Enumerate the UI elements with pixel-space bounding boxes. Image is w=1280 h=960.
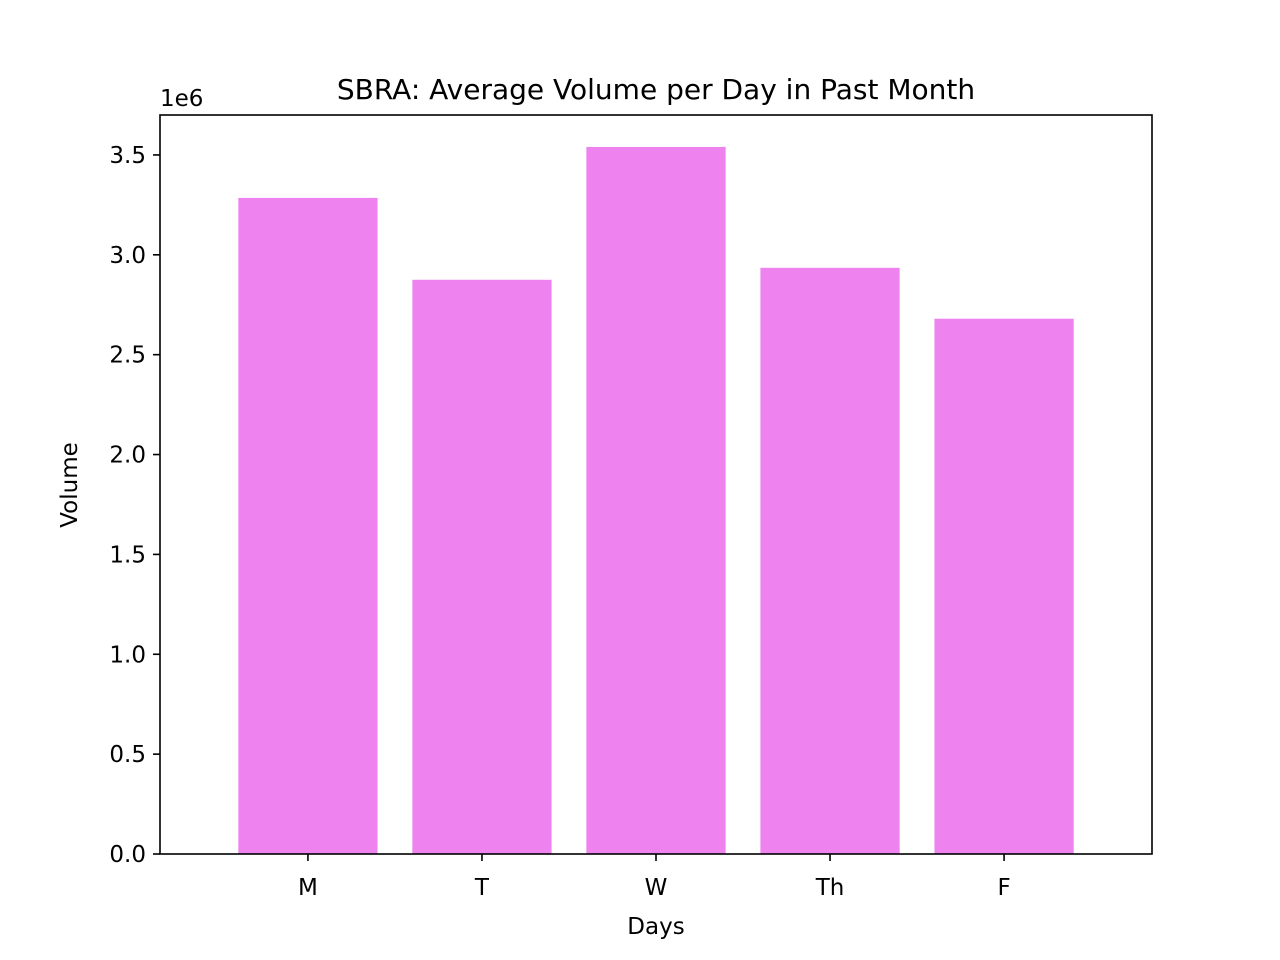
y-axis-ticks: 0.0 0.5 1.0 1.5 2.0 2.5 3.0 3.5 — [109, 143, 160, 868]
x-tick-label: F — [997, 875, 1010, 901]
y-tick-label: 2.0 — [109, 443, 146, 469]
y-tick-label: 2.5 — [109, 343, 146, 369]
x-tick-label: M — [298, 875, 318, 901]
bar-f — [934, 318, 1074, 855]
x-tick-label: Th — [815, 875, 845, 901]
bar-th — [760, 267, 900, 854]
y-axis-label: Volume — [57, 442, 83, 528]
y-tick-label: 0.0 — [109, 842, 146, 868]
bar-m — [238, 197, 378, 854]
y-tick-label: 3.0 — [109, 243, 146, 269]
x-tick-label: W — [645, 875, 668, 901]
x-tick-label: T — [474, 875, 490, 901]
x-axis-ticks: M T W Th F — [298, 854, 1011, 901]
y-tick-label: 1.0 — [109, 642, 146, 668]
y-tick-label: 3.5 — [109, 143, 146, 169]
chart-title: SBRA: Average Volume per Day in Past Mon… — [337, 73, 975, 106]
bar-t — [412, 279, 552, 854]
x-axis-label: Days — [627, 914, 684, 940]
bar-w — [586, 146, 726, 854]
y-tick-label: 0.5 — [109, 742, 146, 768]
y-axis-offset-text: 1e6 — [160, 86, 203, 112]
bars-layer — [238, 146, 1074, 855]
y-tick-label: 1.5 — [109, 542, 146, 568]
